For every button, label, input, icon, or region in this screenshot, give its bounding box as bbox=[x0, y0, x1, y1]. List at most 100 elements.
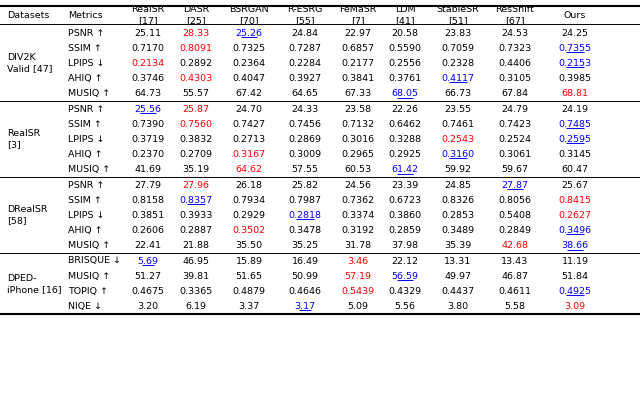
Text: FeMaSR
[7]: FeMaSR [7] bbox=[339, 5, 377, 25]
Text: 0.2853: 0.2853 bbox=[442, 211, 475, 220]
Text: 5.69: 5.69 bbox=[138, 256, 159, 266]
Text: 6.19: 6.19 bbox=[186, 302, 207, 311]
Text: 25.82: 25.82 bbox=[291, 180, 319, 190]
Text: 0.2364: 0.2364 bbox=[232, 59, 266, 68]
Text: 0.2859: 0.2859 bbox=[388, 226, 422, 235]
Text: 25.67: 25.67 bbox=[561, 180, 589, 190]
Text: 0.3502: 0.3502 bbox=[232, 226, 266, 235]
Text: 26.18: 26.18 bbox=[236, 180, 262, 190]
Text: 59.67: 59.67 bbox=[502, 165, 529, 174]
Text: 0.3365: 0.3365 bbox=[179, 287, 212, 296]
Text: 3.80: 3.80 bbox=[447, 302, 468, 311]
Text: 60.47: 60.47 bbox=[561, 165, 589, 174]
Text: 24.25: 24.25 bbox=[561, 28, 589, 37]
Text: 0.3160: 0.3160 bbox=[442, 150, 475, 159]
Text: 15.89: 15.89 bbox=[236, 256, 262, 266]
Text: 0.2556: 0.2556 bbox=[388, 59, 422, 68]
Text: 0.8158: 0.8158 bbox=[131, 196, 164, 205]
Text: 68.05: 68.05 bbox=[392, 89, 419, 98]
Text: 0.3145: 0.3145 bbox=[559, 150, 591, 159]
Text: 0.7390: 0.7390 bbox=[131, 120, 164, 129]
Text: 0.5590: 0.5590 bbox=[388, 44, 422, 53]
Text: 0.3985: 0.3985 bbox=[559, 74, 591, 83]
Text: NIQE ↓: NIQE ↓ bbox=[68, 302, 102, 311]
Text: 0.3746: 0.3746 bbox=[131, 74, 164, 83]
Text: 0.4675: 0.4675 bbox=[131, 287, 164, 296]
Text: 0.2709: 0.2709 bbox=[179, 150, 212, 159]
Text: 0.7485: 0.7485 bbox=[559, 120, 591, 129]
Text: 68.81: 68.81 bbox=[561, 89, 589, 98]
Text: DIV2K
Valid [47]: DIV2K Valid [47] bbox=[7, 53, 52, 73]
Text: 27.79: 27.79 bbox=[134, 180, 161, 190]
Text: 0.2627: 0.2627 bbox=[559, 211, 591, 220]
Text: 0.6462: 0.6462 bbox=[388, 120, 422, 129]
Text: 0.3105: 0.3105 bbox=[499, 74, 532, 83]
Text: 20.58: 20.58 bbox=[392, 28, 419, 37]
Text: 24.33: 24.33 bbox=[291, 104, 319, 113]
Text: 0.3719: 0.3719 bbox=[131, 135, 164, 144]
Text: 0.3478: 0.3478 bbox=[289, 226, 321, 235]
Text: 39.81: 39.81 bbox=[182, 272, 209, 281]
Text: 41.69: 41.69 bbox=[134, 165, 161, 174]
Text: 0.2177: 0.2177 bbox=[342, 59, 374, 68]
Text: 24.70: 24.70 bbox=[236, 104, 262, 113]
Text: 0.3841: 0.3841 bbox=[341, 74, 374, 83]
Text: 0.2595: 0.2595 bbox=[559, 135, 591, 144]
Text: 0.3489: 0.3489 bbox=[442, 226, 475, 235]
Text: 3.09: 3.09 bbox=[564, 302, 586, 311]
Text: SSIM ↑: SSIM ↑ bbox=[68, 120, 102, 129]
Text: 51.65: 51.65 bbox=[236, 272, 262, 281]
Text: 0.3761: 0.3761 bbox=[388, 74, 422, 83]
Text: DASR
[25]: DASR [25] bbox=[183, 5, 209, 25]
Text: 0.8357: 0.8357 bbox=[179, 196, 212, 205]
Text: 0.7934: 0.7934 bbox=[232, 196, 266, 205]
Text: 0.8091: 0.8091 bbox=[179, 44, 212, 53]
Text: 0.4879: 0.4879 bbox=[232, 287, 266, 296]
Text: 35.25: 35.25 bbox=[291, 241, 319, 250]
Text: 57.55: 57.55 bbox=[291, 165, 319, 174]
Text: LPIPS ↓: LPIPS ↓ bbox=[68, 135, 104, 144]
Text: 22.97: 22.97 bbox=[344, 28, 371, 37]
Text: 67.33: 67.33 bbox=[344, 89, 372, 98]
Text: 5.58: 5.58 bbox=[504, 302, 525, 311]
Text: SSIM ↑: SSIM ↑ bbox=[68, 196, 102, 205]
Text: Datasets: Datasets bbox=[7, 11, 49, 19]
Text: PSNR ↑: PSNR ↑ bbox=[68, 180, 104, 190]
Text: 0.4437: 0.4437 bbox=[442, 287, 475, 296]
Text: 28.33: 28.33 bbox=[182, 28, 210, 37]
Text: 13.43: 13.43 bbox=[501, 256, 529, 266]
Text: 66.73: 66.73 bbox=[444, 89, 472, 98]
Text: 64.62: 64.62 bbox=[236, 165, 262, 174]
Text: 51.27: 51.27 bbox=[134, 272, 161, 281]
Text: 25.87: 25.87 bbox=[182, 104, 209, 113]
Text: 67.84: 67.84 bbox=[502, 89, 529, 98]
Text: 27.87: 27.87 bbox=[502, 180, 529, 190]
Text: 0.2134: 0.2134 bbox=[131, 59, 164, 68]
Text: 24.84: 24.84 bbox=[291, 28, 319, 37]
Text: 0.3933: 0.3933 bbox=[179, 211, 212, 220]
Text: RealSR
[3]: RealSR [3] bbox=[7, 129, 40, 149]
Text: 61.42: 61.42 bbox=[392, 165, 419, 174]
Text: 0.2929: 0.2929 bbox=[232, 211, 266, 220]
Text: R-ESRG
[55]: R-ESRG [55] bbox=[287, 5, 323, 25]
Text: MUSIQ ↑: MUSIQ ↑ bbox=[68, 89, 110, 98]
Text: 0.3860: 0.3860 bbox=[388, 211, 422, 220]
Text: 0.7323: 0.7323 bbox=[499, 44, 532, 53]
Text: 5.09: 5.09 bbox=[348, 302, 369, 311]
Text: 16.49: 16.49 bbox=[291, 256, 319, 266]
Text: 25.11: 25.11 bbox=[134, 28, 161, 37]
Text: 0.4611: 0.4611 bbox=[499, 287, 531, 296]
Text: 0.7461: 0.7461 bbox=[442, 120, 474, 129]
Text: 3.20: 3.20 bbox=[138, 302, 159, 311]
Text: 0.2153: 0.2153 bbox=[559, 59, 591, 68]
Text: 0.3927: 0.3927 bbox=[289, 74, 321, 83]
Text: Ours: Ours bbox=[564, 11, 586, 19]
Text: AHIQ ↑: AHIQ ↑ bbox=[68, 74, 102, 83]
Text: MUSIQ ↑: MUSIQ ↑ bbox=[68, 272, 110, 281]
Text: 0.3374: 0.3374 bbox=[341, 211, 374, 220]
Text: StableSR
[51]: StableSR [51] bbox=[436, 5, 479, 25]
Text: 0.4303: 0.4303 bbox=[179, 74, 212, 83]
Text: 0.7456: 0.7456 bbox=[289, 120, 321, 129]
Text: 24.19: 24.19 bbox=[561, 104, 589, 113]
Text: 3.37: 3.37 bbox=[238, 302, 260, 311]
